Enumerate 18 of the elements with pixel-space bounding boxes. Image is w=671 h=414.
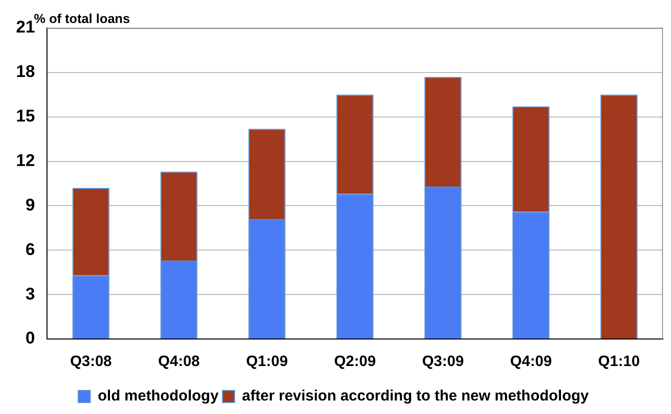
- x-tick-label: Q3:09: [422, 353, 464, 370]
- y-tick-label: 18: [16, 62, 35, 82]
- x-tick-label: Q1:09: [246, 353, 288, 370]
- y-tick-label: 12: [16, 150, 35, 170]
- x-tick-label: Q4:09: [510, 353, 552, 370]
- x-tick-label: Q1:10: [598, 353, 640, 370]
- x-tick-label: Q4:08: [158, 353, 200, 370]
- y-tick-label: 6: [25, 240, 35, 259]
- x-tick-label: Q2:09: [334, 353, 376, 370]
- y-axis-title: % of total loans: [34, 11, 130, 26]
- legend-label: after revision according to the new methodology: [242, 388, 590, 405]
- y-tick-label: 9: [25, 195, 35, 214]
- y-tick-label: 0: [25, 328, 35, 348]
- y-tick-label: 15: [16, 106, 35, 126]
- y-tick-label: 3: [25, 284, 35, 304]
- legend-label: old methodology: [98, 388, 220, 405]
- y-tick-label: 21: [16, 18, 35, 37]
- x-tick-label: Q3:08: [70, 353, 112, 370]
